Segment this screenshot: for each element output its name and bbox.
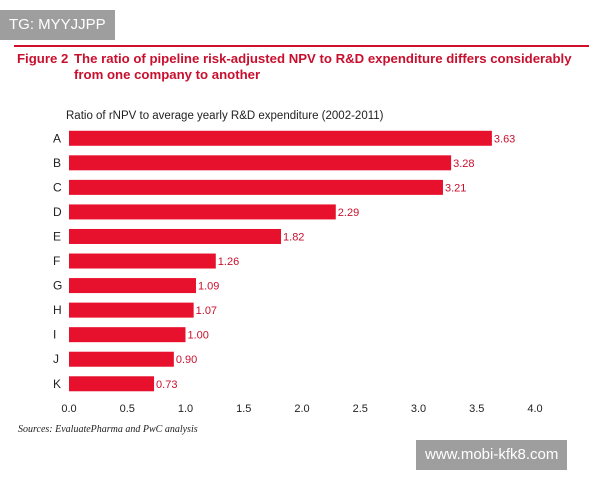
value-label-i: 1.00 (188, 330, 209, 342)
category-label-b: B (53, 156, 61, 170)
bar-f (69, 253, 216, 269)
bar-j (69, 351, 174, 367)
x-axis-ticks: 0.0 0.5 1.0 1.5 2.0 2.5 3.0 3.5 4.0 (61, 403, 542, 415)
figure-title: Figure 2 The ratio of pipeline risk-adjus… (17, 51, 592, 83)
category-label-a: A (53, 131, 61, 145)
value-label-b: 3.28 (453, 158, 474, 170)
category-label-i: I (53, 328, 56, 342)
bar-a (69, 130, 492, 146)
x-tick-label-7: 3.5 (469, 403, 484, 415)
x-tick-label-2: 1.0 (178, 403, 193, 415)
x-tick-label-6: 3.0 (411, 403, 426, 415)
bar-h (69, 302, 194, 318)
value-label-e: 1.82 (283, 231, 304, 243)
title-rule (14, 45, 589, 47)
watermark-top-left: TG: MYYJJPP (0, 10, 115, 40)
figure-number: Figure 2 (17, 51, 69, 66)
bar-b (69, 155, 452, 171)
category-label-j: J (53, 352, 59, 366)
category-label-h: H (53, 303, 62, 317)
value-label-j: 0.90 (176, 354, 197, 366)
bar-c (69, 179, 443, 195)
x-tick-label-8: 4.0 (527, 403, 542, 415)
value-label-h: 1.07 (196, 305, 217, 317)
bar-g (69, 278, 196, 294)
bar-k (69, 376, 155, 392)
value-label-c: 3.21 (445, 182, 466, 194)
category-label-g: G (53, 279, 62, 293)
value-label-f: 1.26 (218, 256, 239, 268)
watermark-bottom-right: www.mobi-kfk8.com (416, 440, 568, 470)
x-tick-label-5: 2.5 (353, 403, 368, 415)
bar-d (69, 204, 336, 220)
x-tick-label-3: 1.5 (236, 403, 251, 415)
figure-title-line2: from one company to another (74, 67, 261, 82)
category-label-e: E (53, 229, 61, 243)
value-label-a: 3.63 (494, 133, 515, 145)
source-note: Sources: EvaluatePharma and PwC analysis (18, 424, 198, 435)
category-label-d: D (53, 205, 62, 219)
value-label-k: 0.73 (156, 379, 177, 391)
figure-title-line1: The ratio of pipeline risk-adjusted NPV … (74, 51, 572, 66)
value-label-g: 1.09 (198, 281, 219, 293)
bar-e (69, 228, 282, 244)
category-label-k: K (53, 377, 61, 391)
bars-layer: A 3.63 B 3.28 C 3.21 D 2.29 E 1.82 F 1.26 G 1.09 H 1.07… (53, 130, 515, 392)
value-label-d: 2.29 (338, 207, 359, 219)
bar-i (69, 327, 186, 343)
x-tick-label-1: 0.5 (120, 403, 135, 415)
x-tick-label-4: 2.0 (294, 403, 309, 415)
category-label-c: C (53, 180, 62, 194)
chart-axis-title: Ratio of rNPV to average yearly R&D expe… (66, 110, 384, 122)
category-label-f: F (53, 254, 60, 268)
x-tick-label-0: 0.0 (61, 403, 76, 415)
